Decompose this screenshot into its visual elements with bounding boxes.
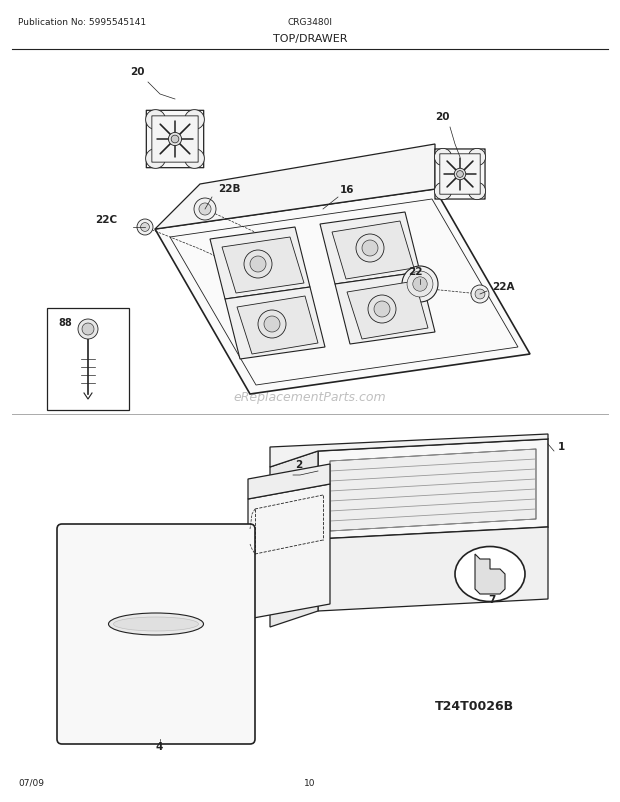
Text: TOP/DRAWER: TOP/DRAWER xyxy=(273,34,347,44)
Text: 88: 88 xyxy=(58,318,72,327)
Polygon shape xyxy=(318,528,548,611)
Ellipse shape xyxy=(455,547,525,602)
Circle shape xyxy=(82,323,94,335)
FancyBboxPatch shape xyxy=(440,155,480,195)
FancyBboxPatch shape xyxy=(146,111,204,168)
Circle shape xyxy=(171,136,179,144)
Circle shape xyxy=(264,317,280,333)
Text: 1: 1 xyxy=(558,441,565,452)
Circle shape xyxy=(199,204,211,216)
Circle shape xyxy=(471,286,489,304)
Polygon shape xyxy=(318,439,548,539)
Circle shape xyxy=(368,296,396,323)
Ellipse shape xyxy=(113,618,198,631)
Circle shape xyxy=(146,111,166,130)
Polygon shape xyxy=(270,435,548,468)
FancyBboxPatch shape xyxy=(47,309,129,411)
Circle shape xyxy=(435,183,451,200)
Text: 22C: 22C xyxy=(95,215,117,225)
Polygon shape xyxy=(475,554,505,594)
Text: 16: 16 xyxy=(340,184,355,195)
Polygon shape xyxy=(237,297,318,354)
Circle shape xyxy=(244,251,272,278)
Polygon shape xyxy=(335,273,435,345)
Text: CRG3480I: CRG3480I xyxy=(288,18,332,27)
Circle shape xyxy=(356,235,384,263)
Circle shape xyxy=(185,111,205,130)
Circle shape xyxy=(362,241,378,257)
Ellipse shape xyxy=(108,614,203,635)
FancyBboxPatch shape xyxy=(57,525,255,744)
Text: T24T0026B: T24T0026B xyxy=(435,699,514,712)
Circle shape xyxy=(141,223,149,232)
Circle shape xyxy=(413,277,427,292)
Polygon shape xyxy=(222,237,304,294)
Text: eReplacementParts.com: eReplacementParts.com xyxy=(234,391,386,404)
Text: 22A: 22A xyxy=(492,282,515,292)
Polygon shape xyxy=(320,213,420,285)
Polygon shape xyxy=(155,190,530,395)
Polygon shape xyxy=(225,288,325,359)
Text: 4: 4 xyxy=(155,741,162,751)
Text: 10: 10 xyxy=(304,778,316,787)
Circle shape xyxy=(402,267,438,302)
Polygon shape xyxy=(248,484,330,619)
Circle shape xyxy=(468,183,485,200)
Circle shape xyxy=(475,290,485,300)
Text: 7: 7 xyxy=(488,594,495,604)
Circle shape xyxy=(137,220,153,236)
Polygon shape xyxy=(155,145,435,229)
Circle shape xyxy=(169,133,182,147)
Circle shape xyxy=(258,310,286,338)
Polygon shape xyxy=(248,464,330,500)
Polygon shape xyxy=(270,452,318,627)
Polygon shape xyxy=(332,221,414,280)
Text: 20: 20 xyxy=(130,67,144,77)
Text: 22: 22 xyxy=(408,267,422,277)
Circle shape xyxy=(185,149,205,169)
Circle shape xyxy=(407,272,433,298)
Text: 2: 2 xyxy=(295,460,303,469)
Circle shape xyxy=(454,169,466,180)
Text: Publication No: 5995545141: Publication No: 5995545141 xyxy=(18,18,146,27)
Text: 20: 20 xyxy=(435,111,449,122)
FancyBboxPatch shape xyxy=(435,150,485,200)
Circle shape xyxy=(468,149,485,167)
Circle shape xyxy=(250,257,266,273)
FancyBboxPatch shape xyxy=(152,117,198,163)
Circle shape xyxy=(194,199,216,221)
Circle shape xyxy=(146,149,166,169)
Text: 22B: 22B xyxy=(218,184,241,194)
Circle shape xyxy=(78,320,98,339)
Circle shape xyxy=(435,149,451,167)
Polygon shape xyxy=(330,449,536,532)
Circle shape xyxy=(374,302,390,318)
Polygon shape xyxy=(210,228,310,300)
Polygon shape xyxy=(347,282,428,339)
Text: 07/09: 07/09 xyxy=(18,778,44,787)
Circle shape xyxy=(457,172,463,178)
